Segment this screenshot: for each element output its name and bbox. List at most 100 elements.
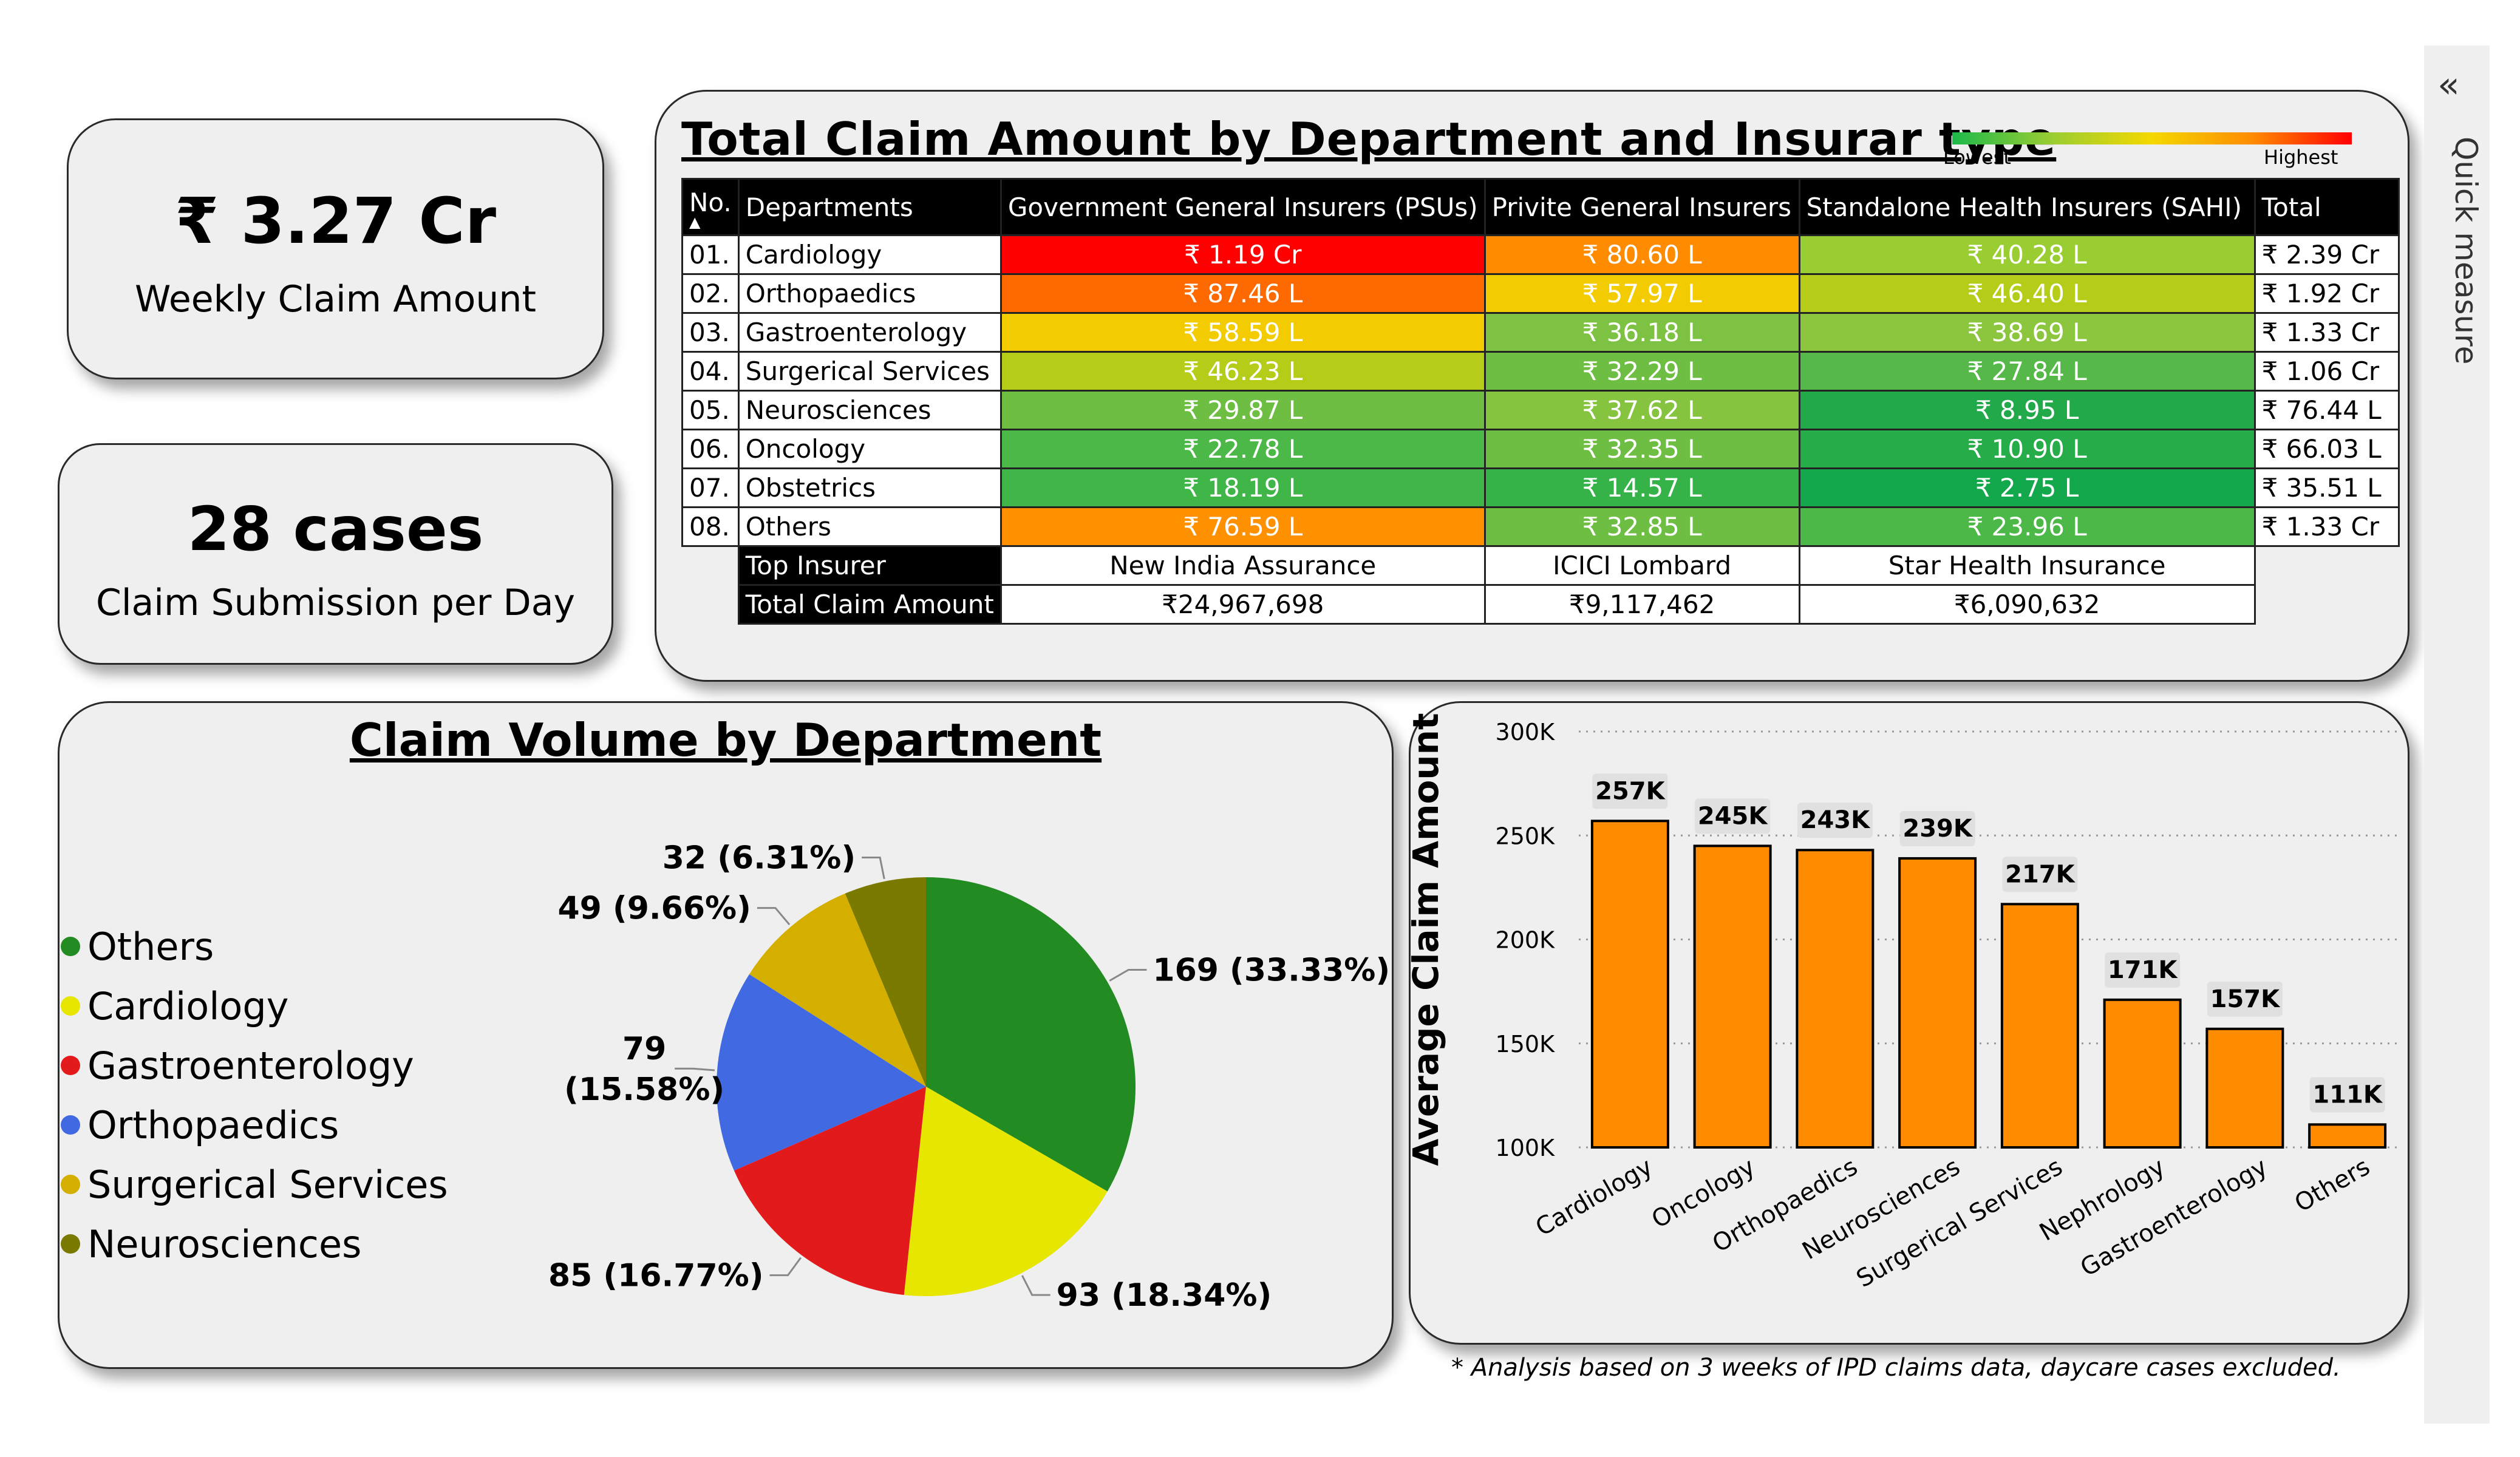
col-header-private[interactable]: Privite General Insurers	[1483, 178, 1800, 236]
weekly-claim-value: ₹ 3.27 Cr	[175, 184, 496, 258]
matrix-title: Total Claim Amount by Department and Ins…	[681, 112, 2057, 166]
matrix-row[interactable]: 01. Cardiology ₹ 1.19 Cr ₹ 80.60 L ₹ 40.28 L…	[681, 234, 2400, 275]
matrix-row[interactable]: 03. Gastroenterology ₹ 58.59 L ₹ 36.18 L ₹ 3…	[681, 312, 2400, 353]
legend-item[interactable]: Neurosciences	[61, 1214, 448, 1274]
row-no: 02.	[681, 273, 740, 314]
row-total-amount: ₹ 35.51 L	[2253, 467, 2400, 508]
matrix-row[interactable]: 07. Obstetrics ₹ 18.19 L ₹ 14.57 L ₹ 2.75 L ₹…	[681, 467, 2400, 508]
row-department: Gastroenterology	[737, 312, 1002, 353]
col-header-no[interactable]: No. ▲	[681, 178, 740, 236]
legend-label: Orthopaedics	[87, 1102, 339, 1147]
row-no: 01.	[681, 234, 740, 275]
legend-item[interactable]: Surgerical Services	[61, 1155, 448, 1214]
row-psu-amount: ₹ 87.46 L	[999, 273, 1486, 314]
claims-per-day-card: 28 cases Claim Submission per Day	[58, 443, 613, 665]
footnote: * Analysis based on 3 weeks of IPD claim…	[1451, 1354, 2341, 1382]
quick-measure-label[interactable]: Quick measure	[2448, 137, 2484, 365]
legend-item[interactable]: Others	[61, 917, 448, 976]
claim-matrix-table: No. ▲ Departments Government General Insu…	[681, 178, 2400, 625]
row-psu-amount: ₹ 58.59 L	[999, 312, 1486, 353]
row-total-amount: ₹ 1.33 Cr	[2253, 506, 2400, 547]
legend-label: Others	[87, 924, 214, 969]
row-no: 06.	[681, 429, 740, 469]
row-total-amount: ₹ 1.06 Cr	[2253, 351, 2400, 392]
row-no: 03.	[681, 312, 740, 353]
row-psu-amount: ₹ 18.19 L	[999, 467, 1486, 508]
legend-label: Cardiology	[87, 983, 289, 1028]
row-department: Cardiology	[737, 234, 1002, 275]
row-psu-amount: ₹ 1.19 Cr	[999, 234, 1486, 275]
row-psu-amount: ₹ 76.59 L	[999, 506, 1486, 547]
double-chevron-left-icon[interactable]: «	[2437, 64, 2460, 106]
row-department: Obstetrics	[737, 467, 1002, 508]
row-department: Neurosciences	[737, 390, 1002, 430]
legend-label: Gastroenterology	[87, 1043, 414, 1088]
top-insurer-private: ICICI Lombard	[1483, 545, 1800, 586]
row-private-amount: ₹ 80.60 L	[1483, 234, 1800, 275]
top-insurer-sahi: Star Health Insurance	[1798, 545, 2256, 586]
avg-claim-card	[1409, 701, 2409, 1345]
row-private-amount: ₹ 37.62 L	[1483, 390, 1800, 430]
row-sahi-amount: ₹ 10.90 L	[1798, 429, 2256, 469]
row-private-amount: ₹ 14.57 L	[1483, 467, 1800, 508]
top-insurer-label: Top Insurer	[737, 545, 1002, 586]
legend-item[interactable]: Gastroenterology	[61, 1036, 448, 1095]
top-insurer-row: Top Insurer New India Assurance ICICI Lo…	[683, 545, 2399, 586]
row-total-amount: ₹ 66.03 L	[2253, 429, 2400, 469]
row-private-amount: ₹ 32.29 L	[1483, 351, 1800, 392]
matrix-row[interactable]: 08. Others ₹ 76.59 L ₹ 32.85 L ₹ 23.96 L ₹ 1.…	[681, 506, 2400, 547]
legend-label: Surgerical Services	[87, 1162, 448, 1207]
col-header-psu[interactable]: Government General Insurers (PSUs)	[999, 178, 1486, 236]
row-sahi-amount: ₹ 38.69 L	[1798, 312, 2256, 353]
row-private-amount: ₹ 57.97 L	[1483, 273, 1800, 314]
total-claim-private: ₹9,117,462	[1483, 584, 1800, 625]
row-private-amount: ₹ 36.18 L	[1483, 312, 1800, 353]
matrix-row[interactable]: 04. Surgerical Services ₹ 46.23 L ₹ 32.29 L…	[681, 351, 2400, 392]
col-header-sahi[interactable]: Standalone Health Insurers (SAHI)	[1798, 178, 2256, 236]
pie-legend: Others Cardiology Gastroenterology Orthopae…	[61, 917, 448, 1274]
row-no: 04.	[681, 351, 740, 392]
legend-lowest-label: Lowest	[1943, 146, 2011, 169]
row-department: Others	[737, 506, 1002, 547]
row-no: 07.	[681, 467, 740, 508]
row-psu-amount: ₹ 29.87 L	[999, 390, 1486, 430]
legend-item[interactable]: Orthopaedics	[61, 1095, 448, 1155]
row-sahi-amount: ₹ 2.75 L	[1798, 467, 2256, 508]
legend-item[interactable]: Cardiology	[61, 976, 448, 1036]
row-private-amount: ₹ 32.85 L	[1483, 506, 1800, 547]
weekly-claim-label: Weekly Claim Amount	[135, 278, 536, 321]
total-claim-label: Total Claim Amount	[737, 584, 1002, 625]
matrix-row[interactable]: 02. Orthopaedics ₹ 87.46 L ₹ 57.97 L ₹ 46.40…	[681, 273, 2400, 314]
row-total-amount: ₹ 1.33 Cr	[2253, 312, 2400, 353]
row-sahi-amount: ₹ 8.95 L	[1798, 390, 2256, 430]
row-sahi-amount: ₹ 40.28 L	[1798, 234, 2256, 275]
legend-swatch	[61, 996, 80, 1016]
matrix-header-row: No. ▲ Departments Government General Insu…	[681, 178, 2400, 236]
legend-highest-label: Highest	[2264, 146, 2338, 169]
matrix-row[interactable]: 06. Oncology ₹ 22.78 L ₹ 32.35 L ₹ 10.90 L ₹ …	[681, 429, 2400, 469]
legend-swatch	[61, 1115, 80, 1135]
legend-label: Neurosciences	[87, 1221, 362, 1266]
col-header-total[interactable]: Total	[2253, 178, 2400, 236]
claims-per-day-value: 28 cases	[187, 494, 484, 565]
claims-per-day-label: Claim Submission per Day	[95, 582, 576, 624]
row-no: 08.	[681, 506, 740, 547]
matrix-row[interactable]: 05. Neurosciences ₹ 29.87 L ₹ 37.62 L ₹ 8.95…	[681, 390, 2400, 430]
sort-caret-icon: ▲	[689, 213, 701, 231]
legend-swatch	[61, 1056, 80, 1075]
row-psu-amount: ₹ 22.78 L	[999, 429, 1486, 469]
legend-swatch	[61, 1234, 80, 1254]
quick-measure-pane[interactable]: « Quick measure	[2424, 46, 2490, 1424]
top-insurer-psu: New India Assurance	[999, 545, 1486, 586]
total-claim-sahi: ₹6,090,632	[1798, 584, 2256, 625]
legend-swatch	[61, 937, 80, 956]
color-scale-legend	[1952, 132, 2352, 144]
total-claim-psu: ₹24,967,698	[999, 584, 1486, 625]
row-total-amount: ₹ 76.44 L	[2253, 390, 2400, 430]
row-no: 05.	[681, 390, 740, 430]
row-department: Surgerical Services	[737, 351, 1002, 392]
weekly-claim-card: ₹ 3.27 Cr Weekly Claim Amount	[67, 118, 604, 379]
col-header-departments[interactable]: Departments	[737, 178, 1002, 236]
pie-title: Claim Volume by Department	[349, 713, 1102, 767]
row-department: Orthopaedics	[737, 273, 1002, 314]
